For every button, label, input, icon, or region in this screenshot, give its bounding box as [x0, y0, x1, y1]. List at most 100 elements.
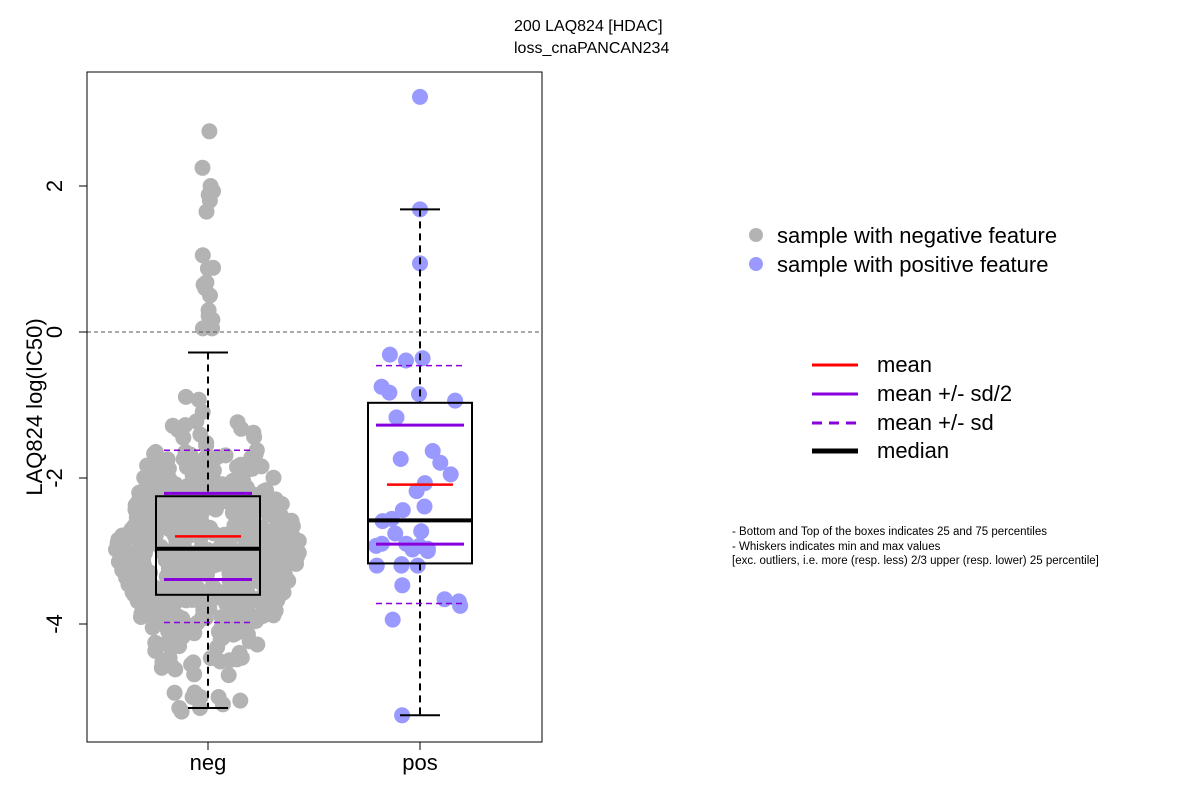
pos-point — [381, 384, 398, 401]
legend-positive-marker — [749, 257, 763, 271]
pos-point — [394, 577, 411, 594]
neg-point — [234, 514, 251, 531]
note-line-1: - Bottom and Top of the boxes indicates … — [732, 526, 1047, 538]
pos-point — [416, 475, 433, 492]
pos-point — [412, 88, 428, 105]
neg-point — [167, 565, 184, 582]
y-axis-label: LAQ824 log(IC50) — [22, 318, 47, 495]
neg-point — [164, 417, 181, 434]
neg-point — [250, 560, 267, 577]
neg-point — [171, 621, 188, 638]
neg-point — [221, 652, 238, 669]
neg-point — [166, 684, 183, 701]
neg-point — [284, 528, 301, 544]
neg-point — [193, 453, 210, 469]
neg-point — [238, 562, 255, 578]
legend-median-label: median — [877, 438, 950, 463]
pos-box — [367, 401, 473, 565]
neg-point — [162, 521, 179, 538]
pos-point — [384, 611, 401, 628]
neg-point — [183, 656, 200, 673]
legend-negative-marker — [749, 228, 763, 242]
neg-point — [227, 625, 244, 642]
neg-point — [232, 594, 248, 611]
neg-point — [115, 531, 131, 548]
pos-point — [414, 350, 431, 367]
points-layer — [108, 88, 469, 724]
neg-point — [276, 566, 293, 583]
neg-point — [217, 447, 234, 464]
neg-point — [270, 517, 287, 534]
neg-point — [261, 598, 278, 615]
neg-point — [173, 703, 190, 720]
legend-mean-sd2-label: mean +/- sd/2 — [877, 381, 1013, 406]
neg-point — [200, 555, 217, 572]
neg-box — [155, 495, 261, 596]
neg-point — [116, 550, 133, 567]
neg-point — [202, 650, 219, 667]
neg-point — [198, 203, 215, 220]
neg-point — [192, 426, 209, 443]
neg-point — [190, 391, 207, 408]
neg-point — [267, 494, 284, 511]
neg-point — [214, 618, 231, 635]
neg-point — [140, 566, 157, 583]
pos-point — [436, 591, 453, 608]
neg-point — [247, 445, 264, 462]
pos-point — [413, 523, 430, 540]
neg-point — [135, 516, 152, 533]
axes-layer: 2 0 -2 -4 neg pos LAQ824 log(IC50) — [22, 71, 858, 775]
legend-mean-sd-label: mean +/- sd — [877, 410, 994, 435]
pos-point — [394, 502, 411, 519]
neg-point — [158, 478, 175, 494]
neg-point — [146, 608, 163, 625]
neg-point — [194, 159, 211, 176]
pos-point — [381, 346, 398, 363]
neg-point — [197, 610, 214, 626]
neg-point — [286, 543, 303, 560]
neg-point — [139, 457, 156, 474]
neg-point — [225, 503, 242, 520]
neg-point — [194, 247, 211, 264]
neg-point — [239, 607, 256, 624]
neg-point — [241, 460, 257, 477]
pos-point — [419, 543, 436, 559]
y-tick-label: -2 — [42, 468, 67, 488]
note-line-2: - Whiskers indicates min and max values — [732, 541, 941, 553]
neg-point — [273, 541, 290, 558]
y-tick-label: 0 — [42, 326, 67, 338]
neg-point — [199, 260, 216, 277]
neg-point — [208, 498, 225, 514]
pos-point — [387, 525, 404, 542]
neg-point — [205, 525, 222, 542]
pos-point — [398, 352, 414, 369]
y-tick-label: -4 — [42, 614, 67, 634]
neg-point — [170, 608, 187, 625]
neg-point — [189, 580, 206, 596]
neg-point — [273, 581, 290, 598]
neg-point — [201, 123, 218, 140]
neg-point — [233, 420, 250, 437]
x-tick-label: pos — [402, 750, 437, 775]
neg-point — [220, 667, 237, 684]
note-line-3: [exc. outliers, i.e. more (resp. less) 2… — [732, 555, 1099, 567]
neg-point — [249, 636, 266, 653]
pos-point — [392, 451, 409, 467]
pos-point — [368, 537, 385, 554]
marks-layer — [155, 208, 473, 717]
chart-title-line-1: 200 LAQ824 [HDAC] — [514, 18, 663, 35]
pos-point — [447, 392, 464, 409]
x-tick-label: neg — [190, 750, 227, 775]
neg-point — [145, 488, 162, 505]
legend-positive-label: sample with positive feature — [777, 252, 1049, 277]
neg-point — [177, 388, 194, 405]
neg-point — [147, 444, 164, 460]
pos-point — [442, 466, 459, 483]
neg-point — [114, 561, 131, 578]
pos-point — [432, 454, 449, 471]
neg-point — [232, 692, 249, 709]
neg-point — [167, 661, 184, 678]
pos-point — [388, 409, 405, 426]
pos-point — [409, 557, 426, 574]
